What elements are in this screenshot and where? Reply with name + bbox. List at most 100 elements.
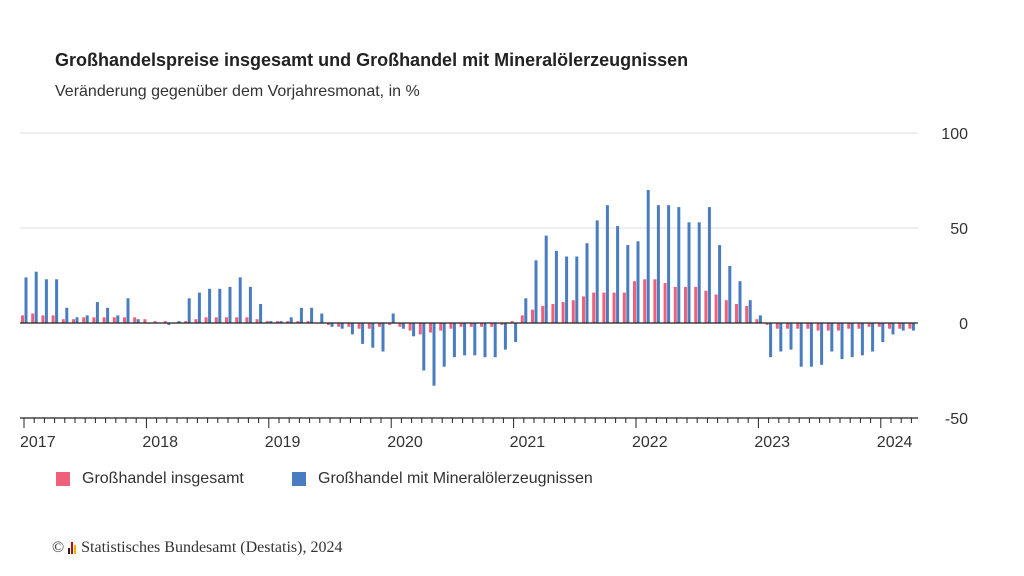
bar-series2 [279,321,283,323]
destatis-logo-icon [68,542,77,554]
bar-series2 [911,323,915,331]
bar-series2 [534,260,538,323]
bar-series2 [707,207,711,323]
bar-series2 [738,281,742,323]
bar-series2 [320,313,324,323]
legend-label-series2: Großhandel mit Mineralölerzeugnissen [318,470,593,487]
bar-series2 [901,323,905,331]
bar-series1 [184,321,188,323]
bar-series1 [123,317,126,323]
bar-series1 [296,321,300,323]
bar-series2 [24,277,28,323]
bar-series2 [809,323,813,367]
bar-series2 [697,222,701,323]
bar-series1 [357,323,361,329]
source-footer: © Statistisches Bundesamt (Destatis), 20… [52,539,342,557]
bar-series1 [745,305,749,323]
bar-series1 [82,317,86,323]
bar-series1 [92,317,96,323]
bar-series1 [643,279,647,323]
bar-series2 [595,220,599,323]
y-tick-label: 0 [959,316,968,333]
bar-series1 [582,296,585,323]
y-tick-label: -50 [945,411,968,428]
bar-series1 [337,323,341,327]
x-tick-label: 2021 [510,434,546,451]
bar-series2 [391,313,395,323]
bar-series2 [728,266,732,323]
bar-series2 [799,323,803,367]
legend-item-series1[interactable]: Großhandel insgesamt [56,470,244,488]
bar-series2 [259,304,263,323]
bar-series2 [524,298,528,323]
bar-series1 [520,315,524,323]
bar-series2 [44,279,48,323]
bar-series1 [898,323,902,329]
bar-series2 [626,245,630,323]
source-text: Statistisches Bundesamt (Destatis), 2024 [81,539,343,556]
x-tick-label: 2019 [265,434,301,451]
bar-series1 [21,315,24,323]
bar-series2 [687,222,691,323]
legend-label-series1: Großhandel insgesamt [82,470,244,487]
chart-title: Großhandelspreise insgesamt und Großhand… [55,50,689,70]
copyright-symbol: © [52,539,65,556]
bar-series1 [571,300,575,323]
bar-series1 [204,317,208,323]
bar-series1 [388,323,392,325]
bar-series2 [228,286,232,323]
chart-subtitle: Veränderung gegenüber dem Vorjahresmonat… [55,83,420,100]
bar-series1 [235,317,239,323]
bar-series2 [65,307,69,323]
bar-series1 [694,286,698,323]
bar-series2 [789,323,793,350]
bar-series2 [412,323,416,337]
bar-series1 [531,309,534,323]
bar-series2 [310,307,314,323]
bar-series2 [646,190,650,323]
bar-series2 [830,323,834,352]
bar-series2 [361,323,365,344]
bar-series1 [490,323,494,327]
x-tick-label: 2018 [142,434,178,451]
bar-series1 [112,317,116,323]
bar-series1 [265,321,269,323]
bar-series2 [840,323,844,360]
bar-series1 [775,323,779,329]
bar-series2 [381,323,385,352]
bar-series1 [500,323,504,325]
bar-series1 [398,323,402,327]
bar-series2 [493,323,497,358]
bar-series2 [299,307,303,323]
bar-series2 [136,319,140,323]
bar-series1 [255,319,259,323]
bar-series2 [116,315,120,323]
bar-series1 [847,323,851,329]
bar-series1 [796,323,800,329]
bar-series1 [714,294,718,323]
bar-series2 [218,288,222,323]
bar-series1 [724,300,728,323]
bar-series2 [881,323,885,342]
bar-series1 [663,283,667,323]
bar-series2 [187,298,191,323]
bar-series1 [469,323,473,327]
bar-series2 [483,323,487,358]
x-tick-label: 2020 [387,434,423,451]
bar-series2 [248,286,252,323]
bar-series1 [245,317,249,323]
bar-series2 [850,323,854,358]
legend-swatch-series1 [56,472,70,486]
bar-series2 [656,205,660,323]
bar-series2 [197,292,201,323]
bar-series2 [748,300,752,323]
bar-series1 [408,323,412,331]
y-tick-label: 50 [950,221,968,238]
bar-series1 [735,304,738,323]
bar-series2 [55,279,59,323]
legend-item-series2[interactable]: Großhandel mit Mineralölerzeugnissen [292,470,593,488]
bar-series2 [422,323,426,371]
bar-series2 [85,315,89,323]
bar-series1 [102,317,106,323]
bar-series2 [208,288,212,323]
